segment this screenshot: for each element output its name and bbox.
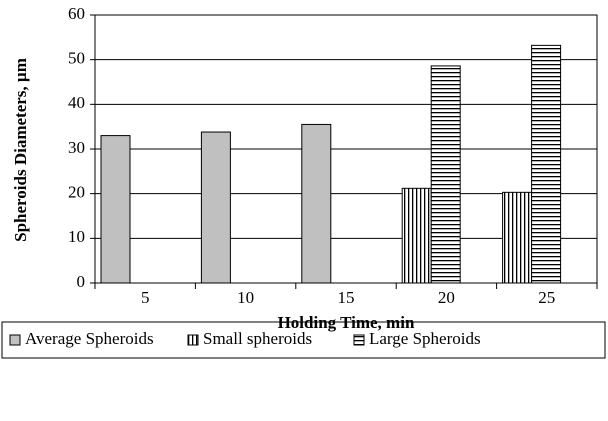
legend-box [1, 321, 606, 359]
bar [401, 187, 432, 284]
x-tick-label: 5 [141, 288, 150, 307]
bar [430, 65, 461, 284]
y-tick-label: 30 [68, 138, 85, 157]
x-tick-label: 10 [237, 288, 254, 307]
x-tick-label: 15 [338, 288, 355, 307]
y-tick-label: 40 [68, 93, 85, 112]
y-tick-label: 10 [68, 227, 85, 246]
bar [531, 44, 562, 284]
y-tick-label: 50 [68, 49, 85, 68]
bar [301, 123, 332, 284]
x-tick-label: 25 [538, 288, 555, 307]
legend-label: Large Spheroids [369, 329, 481, 348]
bar [502, 191, 533, 284]
bar [100, 135, 131, 284]
legend-label: Average Spheroids [25, 329, 154, 348]
y-axis-title: Spheroids Diameters, µm [11, 58, 30, 242]
legend-label: Small spheroids [203, 329, 312, 348]
legend-swatch [9, 334, 21, 346]
legend-swatch [187, 334, 199, 346]
plot-frame [94, 14, 598, 284]
y-tick-label: 0 [77, 272, 86, 291]
x-tick-label: 20 [438, 288, 455, 307]
legend-swatch [353, 334, 365, 346]
y-tick-label: 60 [68, 4, 85, 23]
y-tick-label: 20 [68, 183, 85, 202]
bar [200, 131, 231, 284]
